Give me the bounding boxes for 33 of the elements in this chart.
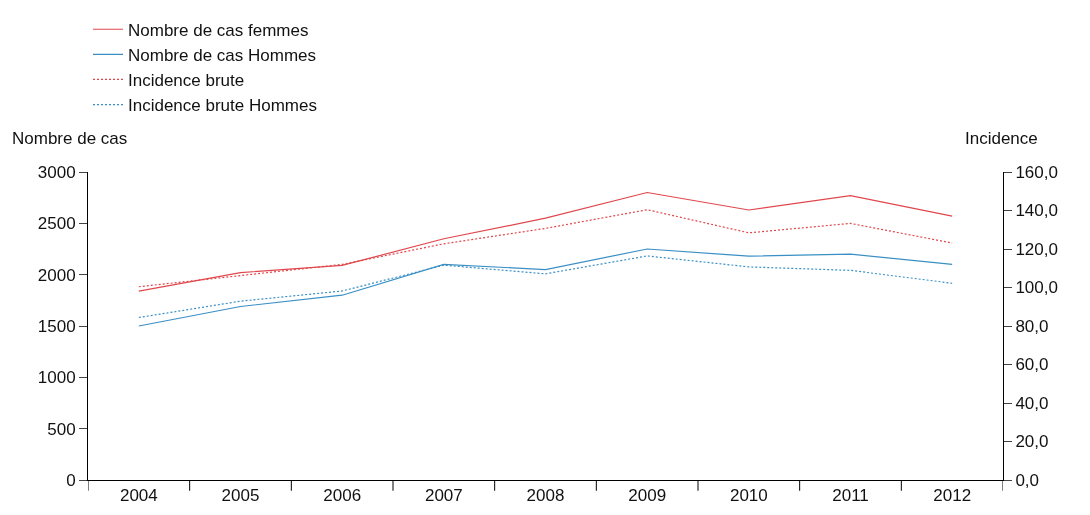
line-series (138, 191, 953, 292)
y-tick-label: 1500 (37, 316, 76, 336)
x-tick-label: 2012 (933, 486, 972, 506)
y-tick-label: 500 (47, 419, 76, 439)
legend-label: Nombre de cas Hommes (128, 46, 317, 65)
y-tick-label: 2000 (37, 265, 76, 285)
y2-tick-label: 120,0 (1015, 239, 1058, 259)
x-tick-label: 2004 (119, 486, 158, 506)
x-tick-label: 2007 (424, 486, 463, 506)
y-tick-label: 0 (66, 470, 76, 490)
legend-label: Nombre de cas femmes (128, 20, 309, 40)
y2-tick-label: 40,0 (1015, 393, 1049, 413)
x-tick-label: 2010 (729, 486, 768, 506)
legend-label: Incidence brute Hommes (128, 96, 317, 116)
y-tick-label: 3000 (37, 162, 76, 182)
x-tick-label: 2011 (832, 486, 869, 506)
x-tick-label: 2006 (323, 486, 362, 506)
y2-tick-label: 60,0 (1015, 355, 1049, 375)
legend-label: Incidence brute (128, 71, 245, 91)
y2-tick-label: 20,0 (1015, 432, 1049, 452)
line-series (138, 248, 953, 327)
x-tick-label: 2008 (526, 486, 565, 506)
y2-tick-label: 0,0 (1015, 470, 1040, 490)
y2-tick-label: 80,0 (1015, 316, 1049, 336)
y2-axis-title: Incidence (965, 129, 1038, 148)
x-tick-label: 2005 (221, 486, 260, 506)
y2-tick-label: 100,0 (1015, 278, 1058, 298)
y2-tick-label: 160,0 (1015, 162, 1058, 182)
y2-tick-label: 140,0 (1015, 201, 1058, 221)
y-tick-label: 1000 (37, 368, 76, 388)
y-axis-title: Nombre de cas (12, 129, 128, 148)
y-tick-label: 2500 (37, 214, 76, 234)
x-tick-label: 2009 (628, 486, 667, 506)
